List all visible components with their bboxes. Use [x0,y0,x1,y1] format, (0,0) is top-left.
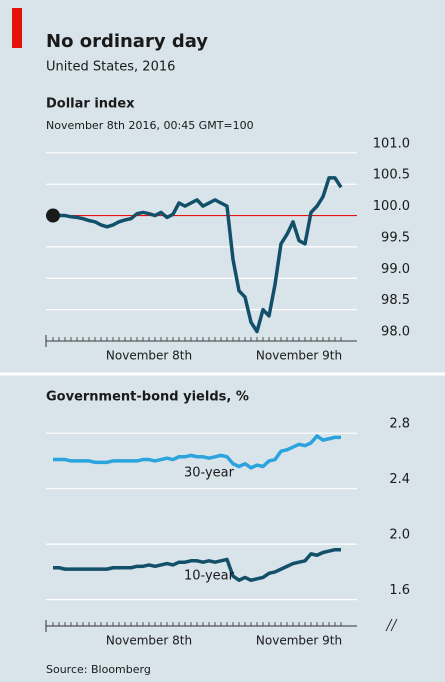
subtitle: United States, 2016 [46,60,175,75]
x-tick-label: November 8th [106,349,192,363]
y-tick-label: 99.5 [381,230,410,245]
panel-subtitle: November 8th 2016, 00:45 GMT=100 [46,119,254,132]
y-tick-label: 2.4 [389,472,410,487]
title: No ordinary day [46,31,208,52]
line [53,176,343,334]
line [53,434,341,470]
source: Source: Bloomberg [46,663,151,676]
x-tick-label: November 9th [256,634,342,648]
y-tick-label: 99.0 [381,262,410,277]
line [53,547,341,582]
y-tick-label: 2.0 [389,528,410,543]
y-tick-label: 98.0 [381,325,410,340]
panel-title: Dollar index [46,97,135,112]
series-label: 10-year [184,568,235,583]
y-tick-label: 98.5 [381,293,410,308]
y-tick-label: 100.0 [373,199,410,214]
y-tick-label: 100.5 [373,168,410,183]
y-tick-label: 2.8 [389,417,410,432]
y-tick-label: 1.6 [389,583,410,598]
x-tick-label: November 9th [256,349,342,363]
axis-break [385,618,398,632]
series-label: 30-year [184,466,235,481]
y-tick-label: 101.0 [373,136,410,151]
panel-title: Government-bond yields, % [46,390,249,405]
x-tick-label: November 8th [106,634,192,648]
red-tag [12,8,22,48]
start-marker [46,208,60,223]
